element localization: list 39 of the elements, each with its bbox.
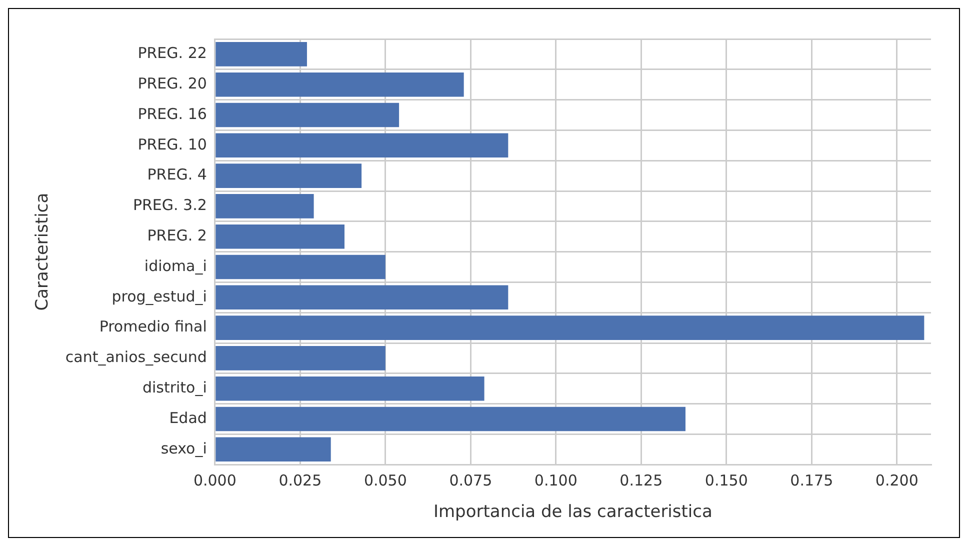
bar bbox=[216, 437, 331, 462]
bar bbox=[216, 102, 400, 128]
bar bbox=[216, 194, 314, 218]
bar bbox=[216, 164, 362, 188]
y-tick-label: PREG. 20 bbox=[138, 74, 207, 92]
y-tick-label: prog_estud_i bbox=[112, 287, 207, 306]
y-tick-label: idioma_i bbox=[144, 256, 207, 275]
x-tick-label: 0.150 bbox=[704, 471, 748, 490]
bar bbox=[216, 72, 464, 97]
bar bbox=[216, 42, 307, 66]
bar bbox=[216, 346, 386, 370]
bar bbox=[216, 316, 924, 340]
y-tick-label: PREG. 10 bbox=[138, 135, 207, 154]
x-tick-label: 0.200 bbox=[875, 471, 918, 490]
x-tick-label: 0.175 bbox=[790, 471, 834, 490]
x-tick-label: 0.050 bbox=[364, 471, 407, 490]
y-tick-label: PREG. 2 bbox=[147, 226, 207, 244]
y-tick-label: PREG. 22 bbox=[138, 44, 207, 62]
y-tick-label: PREG. 16 bbox=[138, 104, 207, 123]
x-tick-label: 0.075 bbox=[449, 471, 492, 490]
bar bbox=[216, 406, 686, 432]
y-tick-label: PREG. 4 bbox=[147, 166, 207, 184]
y-tick-label: Edad bbox=[169, 408, 207, 427]
x-tick-label: 0.125 bbox=[620, 471, 663, 490]
bar bbox=[216, 285, 508, 310]
y-tick-label: Promedio final bbox=[99, 318, 207, 336]
x-tick-label: 0.000 bbox=[193, 471, 236, 490]
y-tick-label: cant_anios_secund bbox=[65, 348, 207, 366]
y-axis-title: Caracteristica bbox=[32, 192, 53, 311]
bar bbox=[216, 133, 508, 158]
x-tick-label: 0.025 bbox=[278, 471, 322, 490]
y-tick-label: PREG. 3.2 bbox=[132, 196, 207, 214]
bar bbox=[216, 224, 344, 249]
bar bbox=[216, 376, 484, 401]
y-tick-label: sexo_i bbox=[160, 439, 207, 458]
bar bbox=[216, 254, 386, 280]
x-tick-label: 0.100 bbox=[534, 471, 578, 490]
x-axis-title: Importancia de las caracteristica bbox=[433, 502, 712, 522]
y-tick-label: distrito_i bbox=[142, 378, 207, 396]
